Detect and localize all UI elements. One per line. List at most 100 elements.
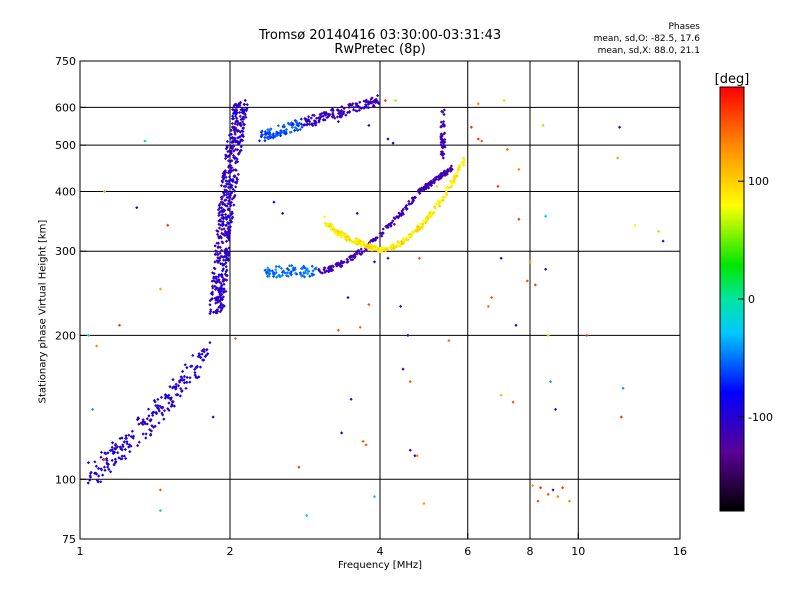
f-spread-point (222, 262, 226, 267)
e-trace-point (185, 366, 189, 370)
e-trace-point (160, 406, 164, 410)
f-spread-point (225, 250, 229, 254)
scatter-point (546, 333, 550, 337)
f-spread-point (216, 260, 221, 264)
f-spread-point (229, 183, 233, 187)
upper-band-point (314, 121, 318, 125)
e-trace-point (106, 465, 110, 469)
e-trace-point (143, 422, 147, 426)
f-spread-point (232, 125, 236, 129)
e-trace-point (103, 468, 107, 472)
f-spread-point (234, 185, 238, 189)
scatter-point (499, 256, 503, 260)
fx-trace-point (369, 246, 373, 250)
e-trace-point (174, 387, 178, 391)
scatter-point (447, 339, 451, 343)
f-spread-point (223, 156, 228, 161)
e-trace-point (93, 460, 97, 464)
upper-band-point (281, 130, 285, 134)
upper-band-point (317, 119, 321, 123)
f-spread-point (224, 265, 228, 269)
upper-band-point (293, 118, 297, 123)
e-trace-point (122, 454, 126, 458)
scatter-point (280, 211, 285, 215)
f-spread-point (220, 275, 225, 279)
fo-trace-point (439, 172, 443, 176)
scatter-point (551, 488, 555, 492)
upper-band-point (305, 118, 309, 122)
e-trace-point (94, 464, 98, 468)
f-spread-point (216, 279, 220, 284)
upper-band-point (272, 135, 276, 139)
e-trace-point (99, 455, 103, 459)
fx-trace-point (370, 248, 374, 252)
e-trace-point (204, 353, 208, 357)
e-trace-point (125, 440, 129, 444)
fo-trace-point (289, 272, 293, 276)
e-trace-point (202, 350, 206, 354)
e-trace-point (180, 389, 184, 393)
fx-trace-point (362, 241, 366, 245)
f-spread-point (220, 240, 224, 244)
scatter-point (617, 125, 622, 129)
scatter-point (372, 260, 377, 264)
e-trace-point (113, 446, 117, 451)
f-spread-point (212, 275, 216, 279)
f-spread-point (233, 140, 238, 144)
fo-trace-point (345, 258, 349, 262)
f-spread-point (218, 206, 222, 210)
fx-trace-point (343, 237, 347, 241)
fo-trace-point (270, 269, 275, 273)
fo-trace-point (291, 267, 296, 271)
colorbar-tick-label: 0 (748, 293, 755, 306)
f-spread-point (238, 101, 242, 106)
fo-cusp-point (439, 150, 444, 154)
fo-trace-point (327, 265, 331, 269)
fo-trace-point (340, 260, 344, 264)
e-trace-point (171, 385, 176, 389)
fo-trace-point (285, 274, 289, 278)
upper-band-point (340, 113, 344, 117)
fx-trace-point (358, 239, 362, 243)
f-spread-point (219, 298, 223, 302)
fx-trace-point (338, 233, 342, 237)
scatter-point (406, 333, 410, 337)
e-trace-point (198, 365, 203, 369)
e-trace-point (163, 396, 167, 400)
fx-trace-point (439, 200, 444, 204)
scatter-point (585, 333, 589, 337)
scatter-point (391, 141, 395, 145)
f-spread-point (211, 310, 216, 314)
fx-trace-point (428, 213, 432, 218)
upper-band-point (267, 137, 271, 141)
e-trace-point (181, 369, 185, 374)
f-spread-point (244, 115, 248, 119)
fo-cusp-point (440, 109, 444, 114)
upper-band-point (355, 104, 359, 108)
scatter-point (531, 484, 535, 488)
f-spread-point (218, 289, 222, 293)
f-spread-point (225, 139, 230, 144)
fo-cusp-point (440, 145, 444, 150)
fx-trace-point (440, 196, 444, 200)
fo-trace-point (370, 238, 374, 242)
e-trace-point (188, 376, 192, 380)
f-spread-point (227, 175, 232, 179)
f-spread-point (213, 287, 218, 292)
f-spread-point (211, 286, 215, 290)
upper-band-point (295, 127, 299, 131)
upper-band-point (320, 111, 324, 116)
e-trace-point (136, 444, 140, 448)
fx-trace-point (441, 198, 445, 202)
upper-band-point (355, 109, 359, 113)
f-spread-point (212, 271, 216, 276)
e-trace-point (170, 404, 174, 408)
f-spread-point (235, 111, 239, 115)
scatter-point (408, 380, 412, 384)
scatter-point (528, 260, 532, 264)
upper-band-point (266, 130, 270, 135)
e-trace-point (202, 347, 206, 351)
scatter-point (386, 137, 390, 141)
upper-band-point (302, 123, 307, 127)
fx-trace-point (381, 246, 385, 250)
